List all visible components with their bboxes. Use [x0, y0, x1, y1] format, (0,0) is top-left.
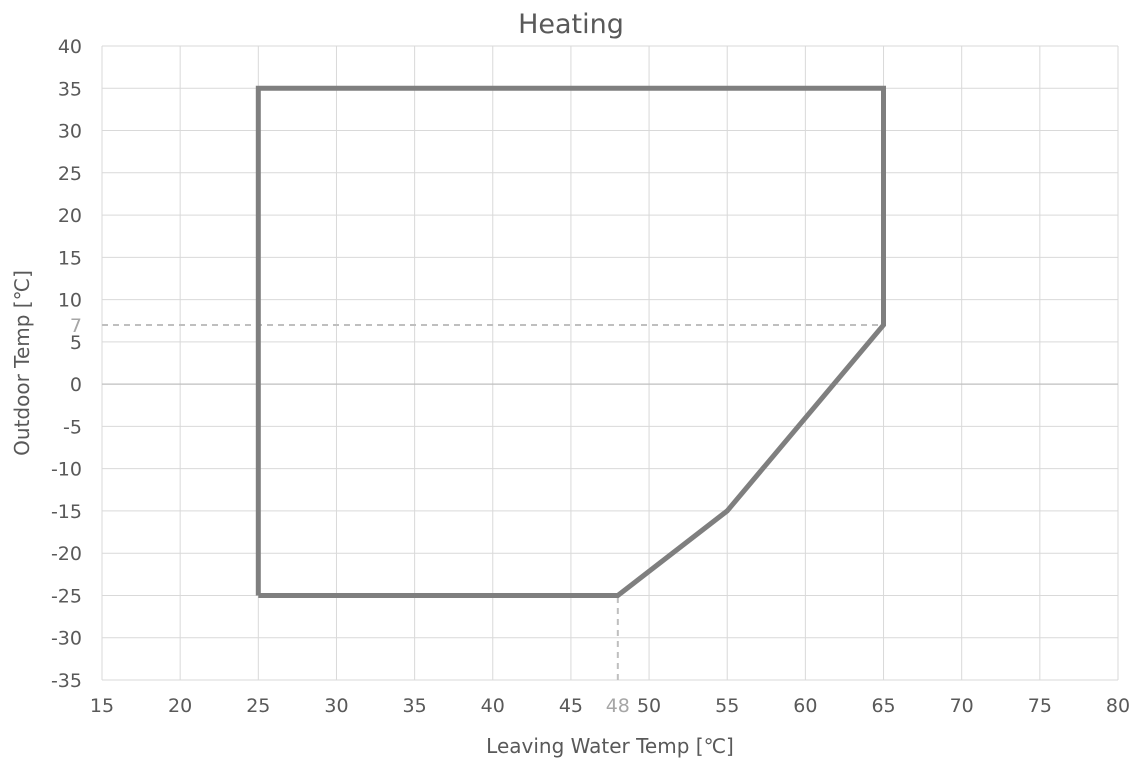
x-axis-label: Leaving Water Temp [℃]: [486, 734, 734, 758]
gridlines: [101, 45, 1119, 681]
y-tick-label: 10: [58, 290, 82, 312]
x-tick-label: 20: [168, 695, 192, 717]
y-tick-label: -30: [51, 628, 82, 650]
series-layer: [255, 85, 886, 598]
x-tick-label: 25: [246, 695, 270, 717]
y-tick-label: -15: [51, 501, 82, 523]
y-tick-label: -25: [51, 585, 82, 607]
x-tick-label: 65: [871, 695, 895, 717]
y-tick-label: -5: [63, 416, 82, 438]
x-tick-label: 50: [637, 695, 661, 717]
y-tick-label: 0: [70, 374, 82, 396]
x-tick-label: 80: [1106, 695, 1130, 717]
reference-labels: 7 48: [70, 315, 630, 717]
chart-title: Heating: [518, 9, 624, 40]
reference-label-x: 48: [606, 695, 630, 717]
y-tick-label: 30: [58, 121, 82, 143]
x-tick-label: 15: [90, 695, 114, 717]
x-tick-label: 30: [324, 695, 348, 717]
y-tick-label: -35: [51, 670, 82, 692]
y-axis-label: Outdoor Temp [℃]: [10, 270, 34, 456]
x-tick-label: 60: [793, 695, 817, 717]
y-tick-label: 25: [58, 163, 82, 185]
x-tick-label: 75: [1028, 695, 1052, 717]
y-tick-label: 15: [58, 247, 82, 269]
y-tick-label: -10: [51, 459, 82, 481]
x-tick-label: 35: [403, 695, 427, 717]
reference-label-y: 7: [70, 315, 82, 337]
y-tick-label: 5: [70, 332, 82, 354]
y-tick-label: 20: [58, 205, 82, 227]
reference-lines: [102, 323, 884, 680]
y-tick-label: 35: [58, 78, 82, 100]
operating-envelope-line: [255, 85, 886, 598]
x-tick-label: 70: [950, 695, 974, 717]
y-tick-labels: 40 35 30 25 20 15 10 5 0 -5 -10 -15 -20 -25 -30 -35: [51, 36, 82, 692]
x-tick-label: 45: [559, 695, 583, 717]
x-tick-label: 40: [481, 695, 505, 717]
x-tick-labels: 15 20 25 30 35 40 45 50 55 60 65 70 75 80: [90, 695, 1130, 717]
x-tick-label: 55: [715, 695, 739, 717]
y-tick-label: 40: [58, 36, 82, 58]
y-tick-label: -20: [51, 543, 82, 565]
